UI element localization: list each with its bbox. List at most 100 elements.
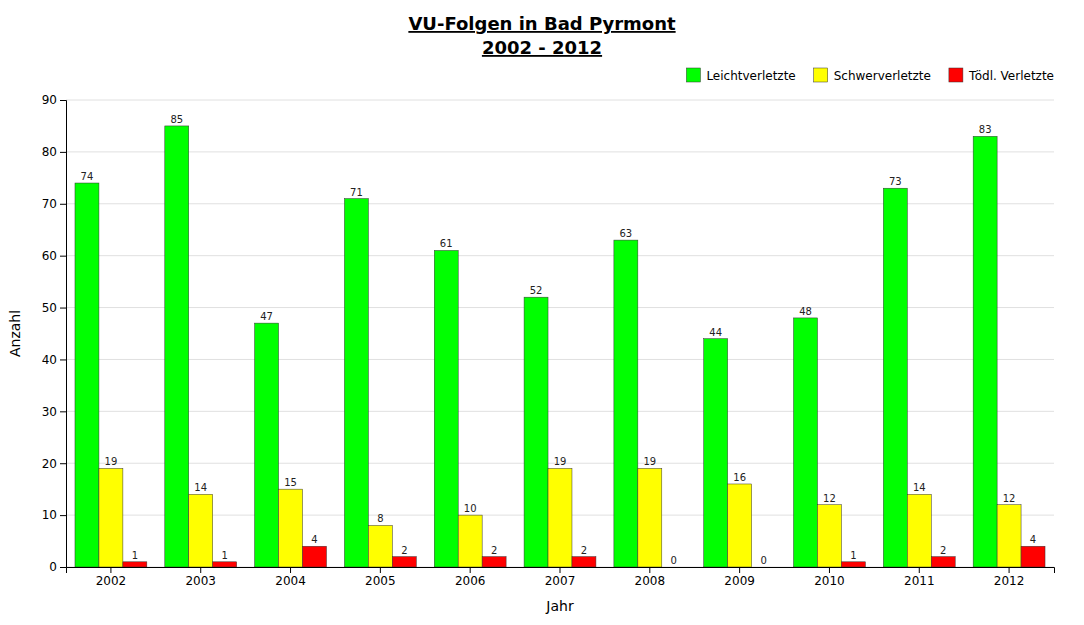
bar [75,183,99,567]
legend-label: Tödl. Verletzte [968,69,1054,83]
tick-label: 40 [42,353,57,367]
tick-label: 90 [42,93,57,107]
legend-item: Schwerverletzte [814,68,931,83]
tick-mark [1009,567,1010,573]
tick-label: 0 [49,560,57,574]
x-tick: 2006 [455,567,486,588]
bar [458,515,482,567]
tick-mark [110,567,111,573]
x-axis: 2002200320042005200620072008200920102011… [67,567,1055,588]
tick-label: 2003 [185,574,216,588]
tick-mark [60,463,66,464]
tick-mark [60,308,66,309]
x-tick: 2004 [275,567,306,588]
bar [303,546,327,567]
x-tick: 2011 [904,567,935,588]
tick-label: 60 [42,249,57,263]
bar [638,468,662,567]
data-label: 2 [491,545,497,556]
tick-label: 50 [42,301,57,315]
bar [883,188,907,567]
chart: VU-Folgen in Bad Pyrmont2002 - 201274854… [0,0,1084,625]
data-label: 12 [1003,493,1016,504]
bar [344,199,368,567]
bar [99,468,123,567]
bar [368,525,392,567]
x-tick: 2010 [814,567,845,588]
tick-mark [560,567,561,573]
bar [189,494,213,567]
tick-label: 30 [42,405,57,419]
y-tick: 10 [42,508,66,522]
tick-mark [60,204,66,205]
bar [279,489,303,567]
data-label: 2 [940,545,946,556]
data-label: 48 [799,306,812,317]
y-tick: 80 [42,145,66,159]
tick-label: 2009 [724,574,755,588]
data-label: 4 [1030,534,1036,545]
y-tick: 90 [42,93,66,107]
x-tick: 2009 [724,567,755,588]
tick-mark [60,256,66,257]
tick-label: 20 [42,457,57,471]
title: VU-Folgen in Bad Pyrmont [408,13,676,34]
grid-line [66,100,1054,101]
data-label: 19 [554,456,567,467]
data-label: 4 [311,534,317,545]
tick-mark [60,567,66,568]
x-tick: 2002 [96,567,127,588]
x-tick: 2003 [185,567,216,588]
legend-label: Leichtverletzte [706,69,795,83]
data-labels: 7485477161526344487383191415810191916121… [81,114,1037,566]
data-label: 44 [709,327,722,338]
data-label: 63 [619,228,632,239]
data-label: 71 [350,187,363,198]
data-label: 8 [377,513,383,524]
tick-label: 2005 [365,574,396,588]
tick-mark [60,100,66,101]
legend: Leichtverletzte Schwerverletzte Tödl. Verl… [686,68,1054,83]
data-label: 2 [581,545,587,556]
bar [973,136,997,567]
subtitle: 2002 - 2012 [482,37,602,58]
y-tick: 60 [42,249,66,263]
data-label: 52 [530,285,543,296]
bar [841,562,865,567]
y-tick: 20 [42,457,66,471]
bar [524,297,548,567]
bar [662,567,686,568]
axis-domain [60,101,67,568]
data-label: 14 [913,482,926,493]
legend-swatch [949,68,963,82]
y-tick: 40 [42,353,66,367]
tick-label: 2011 [904,574,935,588]
data-label: 61 [440,238,453,249]
bar [614,240,638,567]
data-label: 83 [979,124,992,135]
tick-mark [200,567,201,573]
y-tick: 0 [49,560,66,574]
data-label: 47 [260,311,273,322]
tick-label: 2002 [96,574,127,588]
x-axis-title: Jahr [545,598,574,614]
grid-line [66,151,1054,152]
legend-item: Leichtverletzte [686,68,795,83]
tick-mark [919,567,920,573]
axis-domain [67,568,1055,574]
y-axis: 0102030405060708090 [42,93,67,574]
bar [794,318,818,567]
tick-mark [380,567,381,573]
data-label: 1 [221,550,227,561]
grid [66,100,1054,567]
tick-label: 2010 [814,574,845,588]
data-label: 2 [401,545,407,556]
data-label: 10 [464,503,477,514]
bar [752,567,776,568]
tick-label: 10 [42,508,57,522]
bar [572,557,596,567]
legend-swatch [686,68,700,82]
x-tick: 2005 [365,567,396,588]
tick-mark [649,567,650,573]
bar [728,484,752,567]
